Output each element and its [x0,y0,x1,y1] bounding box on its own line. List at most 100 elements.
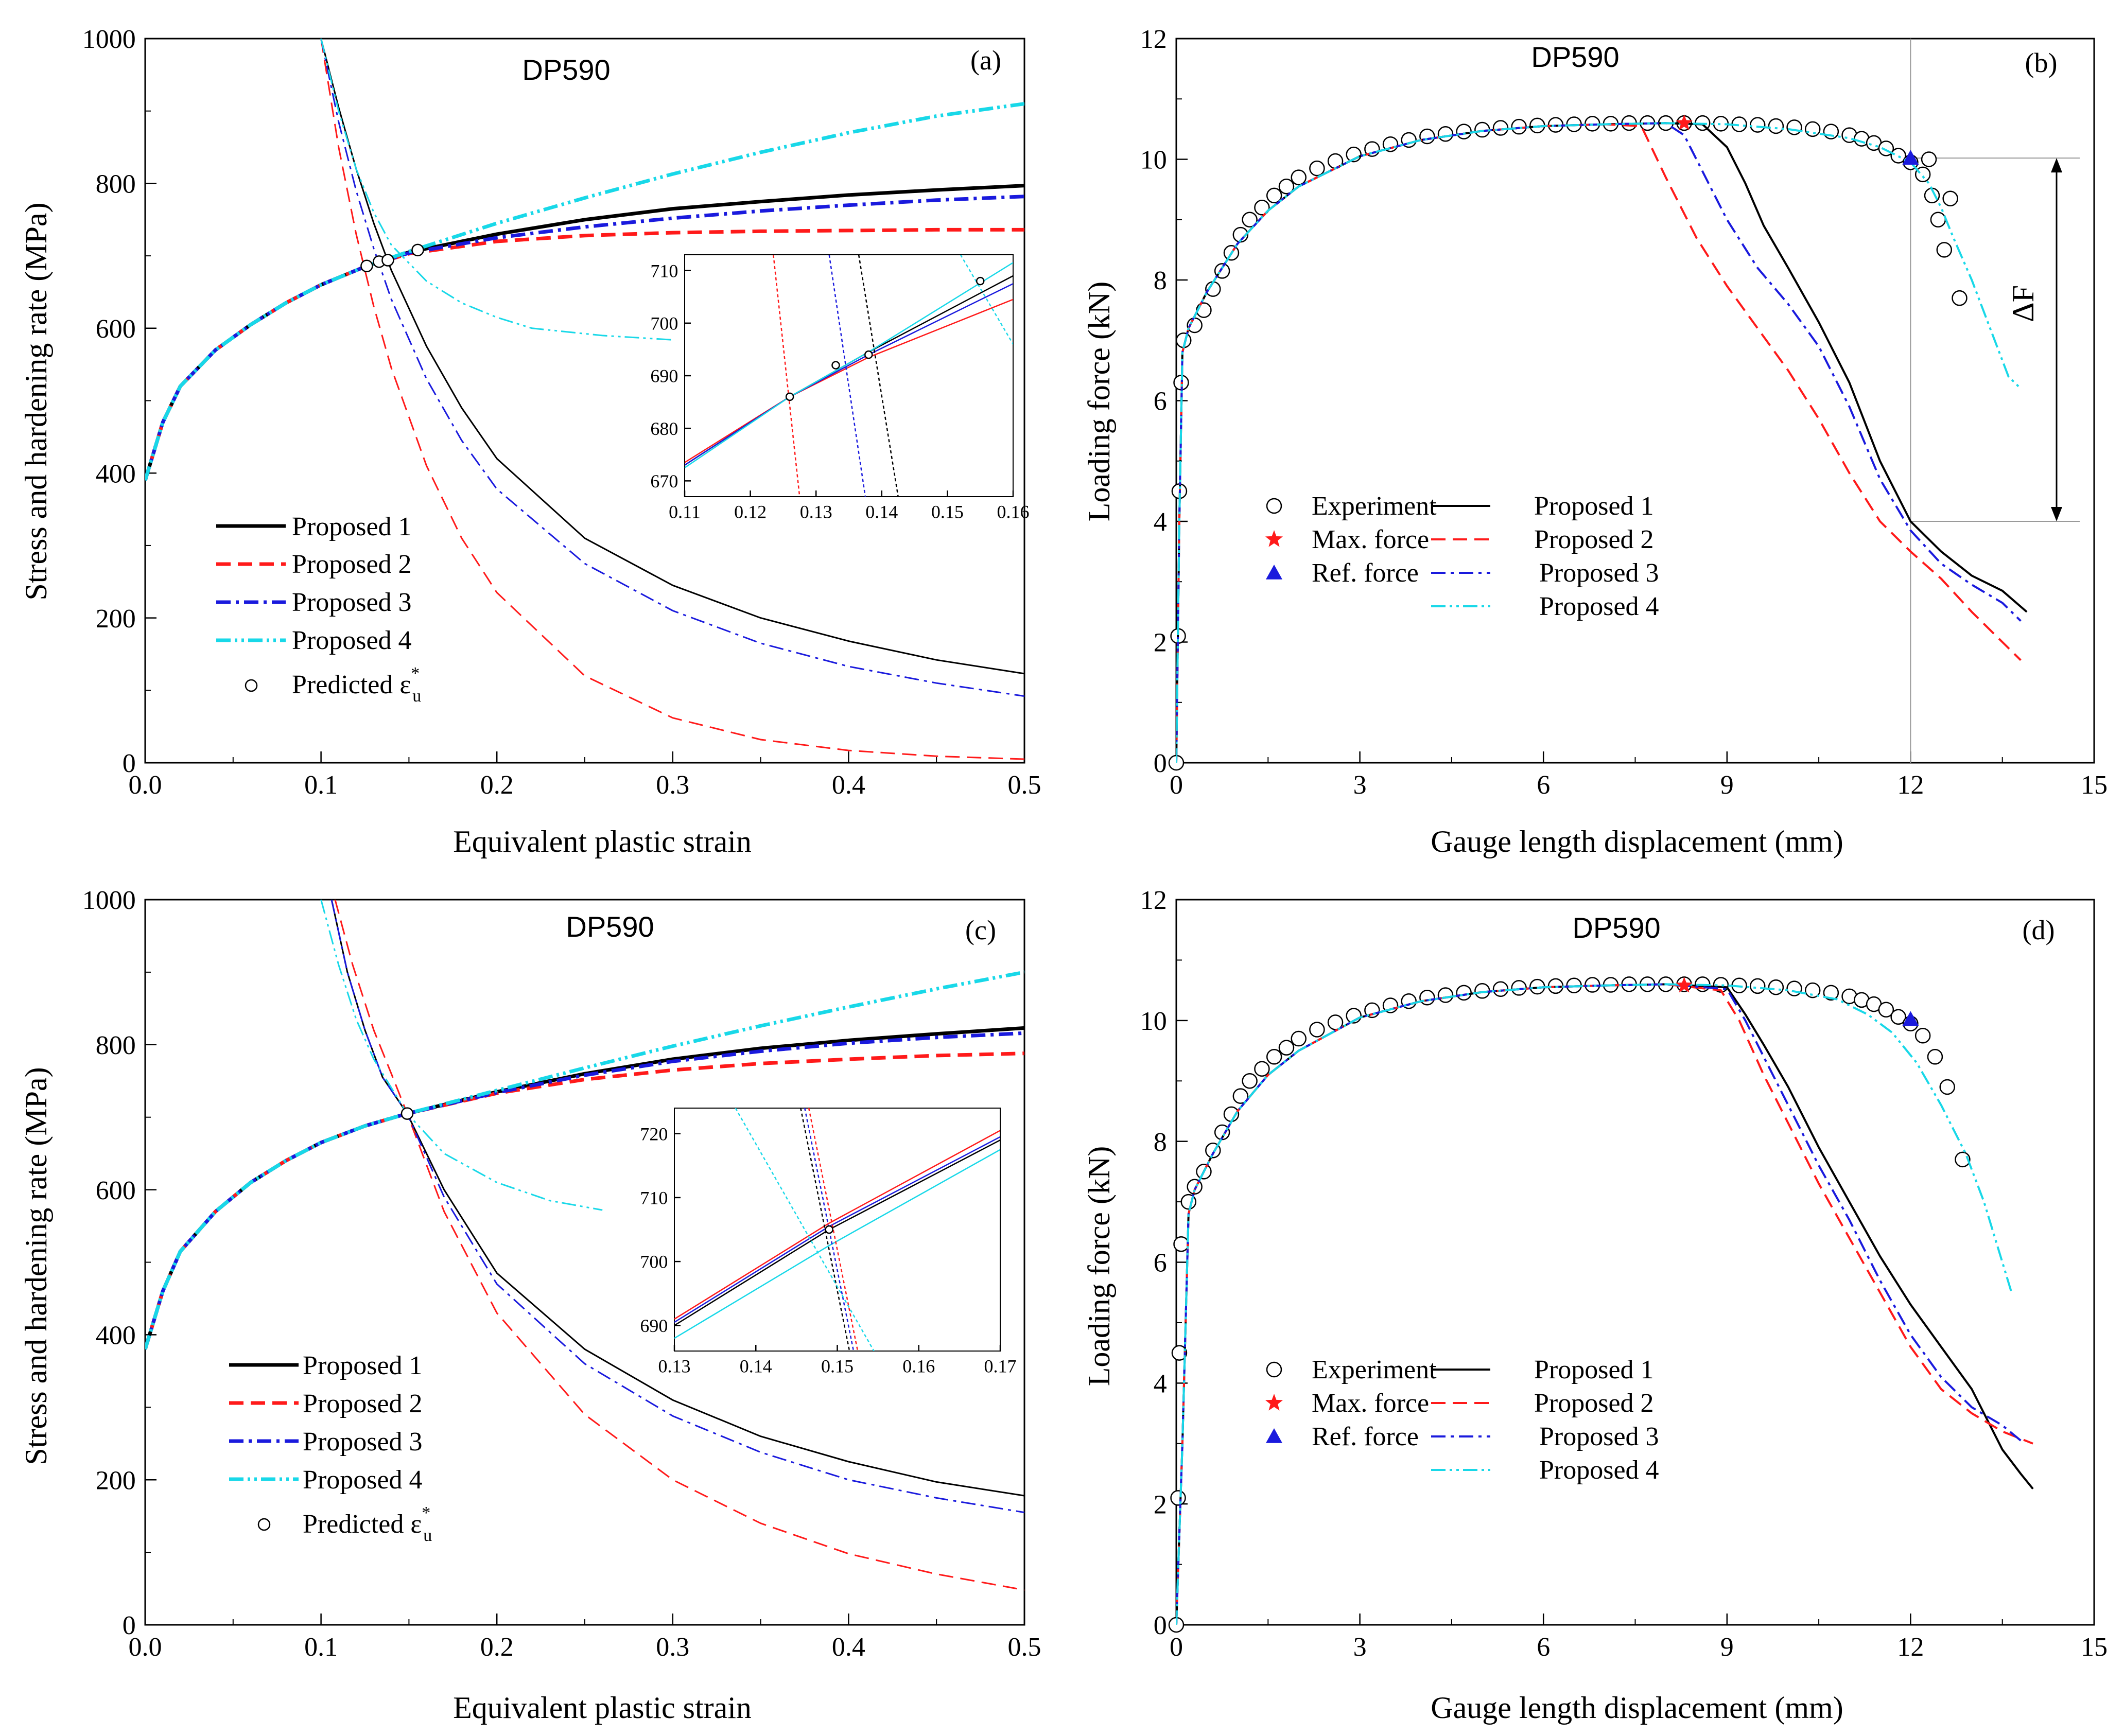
series-proposed-4-hardening-rate [320,39,673,341]
delta-f-arrowhead-top [2051,158,2062,173]
panel-c-ticks: 0.0 0.1 0.2 0.3 0.4 0.5 0 200 400 600 800 1000 [82,886,1041,1662]
legend-a-proposed-1: Proposed 1 [292,512,412,541]
panel-d-chart: DP590 (d) Gauge length displacement (mm)… [1082,886,2108,1725]
panel-b-xtick-label: 15 [2081,770,2108,800]
panel-d-label: (d) [2023,915,2055,945]
panel-b-ytick-label: 6 [1154,387,1167,416]
panel-c-xlabel: Equivalent plastic strain [453,1691,752,1725]
experiment-point [1768,979,1784,995]
experiment-point [1266,1049,1282,1065]
panel-d-ylabel: Loading force (kN) [1082,1146,1116,1386]
panel-b-frame [1175,38,2095,764]
panel-a-xtick-label: 0.5 [1008,770,1041,800]
series-proposed-4 [1176,983,2013,1625]
panel-b-xtick-label: 0 [1170,770,1183,800]
inset-a-ytick-label: 670 [650,471,678,492]
panel-d-frame [1175,899,2095,1626]
legend-c-proposed-2: Proposed 2 [303,1389,423,1418]
experiment-point [1232,1088,1249,1104]
inset-predicted-point [825,1225,833,1234]
panel-a-chart: DP590 (a) Equivalent plastic strain Stre… [19,25,1041,858]
experiment-point [1823,124,1839,139]
panel-b-ytick-label: 10 [1140,146,1167,175]
experiment-point [1890,1009,1906,1025]
delta-f-arrowhead-bottom [2051,507,2062,521]
panel-d-xtick-label: 6 [1537,1633,1550,1662]
panel-c-label: (c) [965,915,996,945]
panel-d-xtick-label: 12 [1897,1633,1924,1662]
legend-sample-predicted [257,1518,271,1531]
panel-b-ytick-label: 8 [1154,266,1167,295]
series-proposed-3-hardening-rate [320,39,1024,697]
panel-a-xtick-label: 0.4 [832,770,865,800]
panel-c-legend: Proposed 1 Proposed 2 Proposed 3 Propose… [229,1351,432,1545]
panel-b-plot [1168,39,2080,771]
legend-a-proposed-3: Proposed 3 [292,588,412,617]
legend-c-proposed-3: Proposed 3 [303,1427,423,1457]
ref-force-marker [1902,150,1919,165]
legend-b-max-force: Max. force [1312,525,1429,554]
inset-a-ytick-label: 690 [650,366,678,387]
panel-a-xtick-label: 0.2 [480,770,514,800]
legend-a-proposed-4: Proposed 4 [292,626,412,655]
legend-a-predicted: Predicted ε* u [292,664,421,706]
predicted-strain-point [381,254,394,267]
panel-b-ticks: 0 3 6 9 12 15 0 2 4 6 8 10 12 [1140,25,2108,800]
panel-b-xlabel: Gauge length displacement (mm) [1431,825,1843,858]
inset-a-xtick-label: 0.13 [800,501,832,522]
panel-a-ytick-label: 1000 [82,25,136,54]
legend-c-proposed-4: Proposed 4 [303,1465,423,1495]
max-force-marker [1676,114,1693,130]
inset-stress-proposed3 [685,283,1013,466]
inset-c-ytick-label: 690 [640,1316,668,1336]
experiment-point [1437,126,1454,142]
inset-rate-proposed1 [858,255,899,497]
experiment-point [1419,128,1435,145]
panel-b-ytick-label: 2 [1154,628,1167,658]
experiment-point [1291,169,1307,185]
experiment-point [1171,1345,1188,1361]
panel-d-xlabel: Gauge length displacement (mm) [1431,1691,1843,1725]
panel-a-label: (a) [970,45,1001,76]
panel-c-xtick-label: 0.3 [656,1633,689,1662]
inset-c-ytick-label: 710 [640,1187,668,1208]
experiment-point [1419,989,1435,1006]
panel-d-legend: Experiment Max. force Ref. force Propose… [1265,1355,1659,1485]
panel-b-ytick-label: 4 [1154,507,1167,537]
experiment-point [1266,187,1282,204]
inset-stress-proposed4 [685,262,1013,468]
series-proposed-1 [1176,122,2028,763]
legend-b-experiment: Experiment [1312,492,1437,521]
experiment-point [1786,119,1802,135]
inset-rate-proposed1 [800,1108,850,1351]
experiment-point [1170,1490,1186,1506]
experiment-point [1173,1236,1189,1252]
legend-sample-ref-force [1266,565,1282,580]
inset-c-frame [674,1108,1001,1352]
panel-b-xtick-label: 9 [1720,770,1734,800]
panel-c-xtick-label: 0.5 [1008,1633,1041,1662]
experiment-point [1749,117,1766,133]
experiment-point [1823,985,1839,1001]
experiment-point [1278,1040,1295,1056]
panel-d-plot [1168,976,2034,1633]
inset-predicted-point [864,350,873,359]
legend-c-proposed-1: Proposed 1 [303,1351,423,1380]
panel-c-plot [145,900,1024,1591]
panel-a-title: DP590 [522,54,610,86]
experiment-point [1492,981,1509,997]
experiment-point [1804,982,1821,998]
panel-c-ytick-label: 600 [96,1176,136,1205]
inset-c-xtick-label: 0.16 [902,1356,935,1376]
panel-a-xtick-label: 0.0 [129,770,162,800]
inset-predicted-point [785,392,794,401]
panel-d-ticks: 0 3 6 9 12 15 0 2 4 6 8 10 12 [1140,886,2108,1662]
panel-c-inset: 0.13 0.14 0.15 0.16 0.17 690 700 710 720 [640,1108,1017,1376]
experiment-point [1437,987,1454,1003]
panel-d-ytick-label: 8 [1154,1128,1167,1157]
panel-d-ytick-label: 10 [1140,1007,1167,1036]
panel-a-ytick-label: 200 [96,604,136,634]
panel-d-ytick-label: 12 [1140,886,1167,915]
panel-b-ytick-label: 12 [1140,25,1167,54]
panel-c-ylabel: Stress and hardening rate (MPa) [19,1067,53,1465]
